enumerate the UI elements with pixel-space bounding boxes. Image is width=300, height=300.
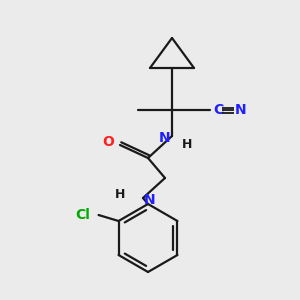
Text: N: N [158, 131, 170, 145]
Text: H: H [115, 188, 125, 200]
Text: H: H [182, 137, 192, 151]
Text: N: N [144, 193, 156, 207]
Text: N: N [235, 103, 247, 117]
Text: Cl: Cl [76, 208, 91, 222]
Text: C: C [213, 103, 223, 117]
Text: O: O [102, 135, 114, 149]
